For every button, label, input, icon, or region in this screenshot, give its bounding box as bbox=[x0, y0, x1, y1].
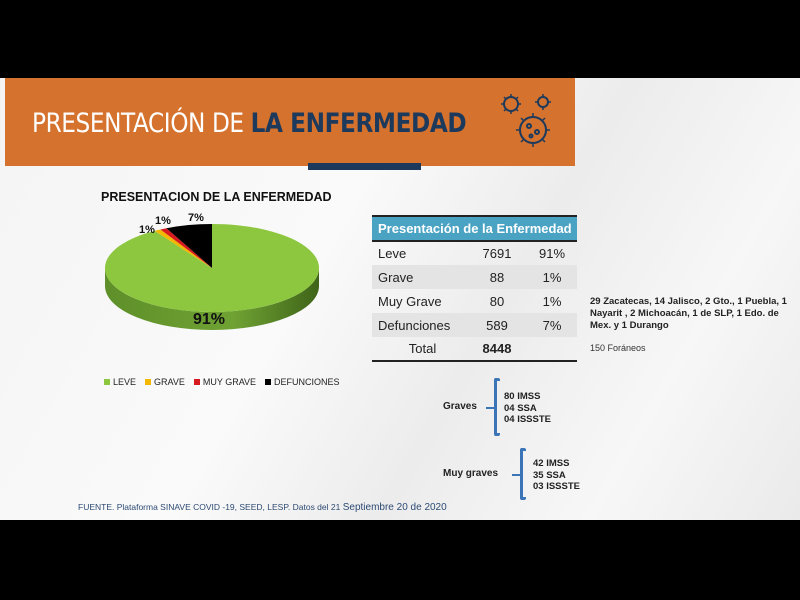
table-total-row: Total 8448 bbox=[372, 337, 577, 362]
pie-chart bbox=[105, 224, 319, 330]
pie-side bbox=[105, 268, 319, 330]
chart-legend: LEVE GRAVE MUY GRAVE DEFUNCIONES bbox=[104, 377, 340, 387]
graves-brace bbox=[494, 378, 500, 436]
source-footnote: FUENTE. Plataforma SINAVE COVID -19, SEE… bbox=[78, 502, 447, 513]
virus-icon bbox=[501, 94, 551, 147]
legend-item-defunciones: DEFUNCIONES bbox=[265, 377, 340, 387]
legend-item-leve: LEVE bbox=[104, 377, 136, 387]
deaths-origin-note: 29 Zacatecas, 14 Jalisco, 2 Gto., 1 Pueb… bbox=[590, 296, 787, 331]
graves-list: 80 IMSS 04 SSA 04 ISSSTE bbox=[504, 391, 551, 425]
data-label-muy-grave: 1% bbox=[139, 224, 155, 236]
table-row: Muy Grave 80 1% bbox=[378, 293, 562, 309]
data-label-grave: 1% bbox=[155, 215, 171, 227]
muy-graves-list: 42 IMSS 35 SSA 03 ISSSTE bbox=[533, 458, 580, 492]
header-banner: PRESENTACIÓN DE LA ENFERMEDAD bbox=[5, 78, 575, 166]
table-row: Defunciones 589 7% bbox=[372, 313, 577, 337]
muy-graves-label: Muy graves bbox=[443, 468, 499, 479]
pie-slice-grave bbox=[154, 229, 212, 268]
pie-slice-defunciones bbox=[166, 224, 212, 268]
page-title: PRESENTACIÓN DE LA ENFERMEDAD bbox=[32, 108, 467, 139]
data-label-defunciones: 7% bbox=[188, 212, 204, 224]
data-label-leve: 91% bbox=[193, 311, 226, 328]
legend-item-grave: GRAVE bbox=[145, 377, 185, 387]
header-underline bbox=[308, 163, 421, 170]
pie-slice-muy-grave bbox=[160, 228, 212, 268]
slide: PRESENTACIÓN DE LA ENFERMEDAD PRESENTACI… bbox=[0, 78, 800, 520]
summary-table: Presentación de la Enfermedad Leve 7691 91… bbox=[372, 215, 577, 362]
table-row: Grave 88 1% bbox=[372, 265, 577, 289]
foraneos-note: 150 Foráneos bbox=[590, 343, 646, 353]
title-bold: LA ENFERMEDAD bbox=[250, 108, 467, 139]
table-header: Presentación de la Enfermedad bbox=[372, 215, 577, 242]
legend-item-muy-grave: MUY GRAVE bbox=[193, 377, 256, 387]
graves-label: Graves bbox=[443, 401, 477, 412]
chart-title: PRESENTACION DE LA ENFERMEDAD bbox=[101, 190, 332, 204]
muy-graves-brace bbox=[520, 448, 526, 500]
title-light: PRESENTACIÓN DE bbox=[32, 108, 244, 139]
table-row: Leve 7691 91% bbox=[378, 246, 566, 261]
